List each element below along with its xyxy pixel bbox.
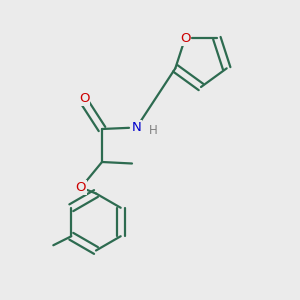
Text: N: N (132, 121, 141, 134)
Text: O: O (180, 32, 190, 45)
Text: O: O (79, 92, 89, 105)
Text: O: O (76, 181, 86, 194)
Text: H: H (148, 124, 158, 137)
